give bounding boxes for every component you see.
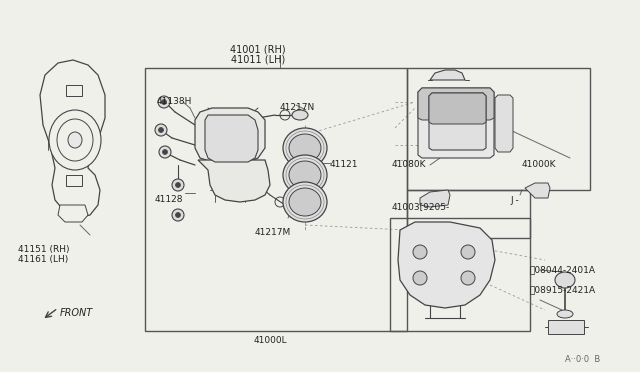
Ellipse shape <box>292 110 308 120</box>
Ellipse shape <box>172 209 184 221</box>
Ellipse shape <box>159 128 163 132</box>
Text: 41003[9205-: 41003[9205- <box>392 202 451 211</box>
Text: 41080K: 41080K <box>392 160 426 169</box>
Text: ⒲08044-2401A: ⒲08044-2401A <box>530 265 596 274</box>
Bar <box>66 175 82 186</box>
Text: 41128: 41128 <box>155 195 184 204</box>
Text: 41000L: 41000L <box>253 336 287 345</box>
Polygon shape <box>495 95 513 152</box>
Text: 41000K: 41000K <box>522 160 557 169</box>
Ellipse shape <box>161 99 166 105</box>
Text: 41138H: 41138H <box>157 97 193 106</box>
Polygon shape <box>205 115 258 162</box>
Ellipse shape <box>284 203 300 213</box>
Ellipse shape <box>159 146 171 158</box>
Ellipse shape <box>555 272 575 288</box>
Ellipse shape <box>283 128 327 168</box>
Polygon shape <box>195 108 265 162</box>
Bar <box>407 68 590 190</box>
Bar <box>390 218 530 331</box>
Ellipse shape <box>283 155 327 195</box>
Polygon shape <box>418 88 494 158</box>
Bar <box>407 190 530 238</box>
Ellipse shape <box>155 124 167 136</box>
Ellipse shape <box>413 271 427 285</box>
Ellipse shape <box>413 245 427 259</box>
Ellipse shape <box>68 132 82 148</box>
Text: Ⓥ08915-2421A: Ⓥ08915-2421A <box>530 285 596 294</box>
Polygon shape <box>40 60 105 218</box>
Text: 41161 (LH): 41161 (LH) <box>18 255 68 264</box>
Text: 41001 (RH): 41001 (RH) <box>230 45 286 55</box>
Bar <box>66 85 82 96</box>
Polygon shape <box>429 93 486 150</box>
Ellipse shape <box>289 188 321 216</box>
Ellipse shape <box>175 212 180 218</box>
Bar <box>145 68 407 331</box>
Ellipse shape <box>163 150 168 154</box>
Ellipse shape <box>289 134 321 162</box>
Ellipse shape <box>461 271 475 285</box>
Ellipse shape <box>49 110 101 170</box>
Ellipse shape <box>283 182 327 222</box>
Ellipse shape <box>289 161 321 189</box>
Text: 41151 (RH): 41151 (RH) <box>18 245 70 254</box>
Polygon shape <box>418 88 494 120</box>
Text: 41217N: 41217N <box>280 103 316 112</box>
Ellipse shape <box>557 310 573 318</box>
Text: 41011 (LH): 41011 (LH) <box>231 54 285 64</box>
Ellipse shape <box>172 179 184 191</box>
Polygon shape <box>58 205 88 222</box>
Polygon shape <box>430 70 465 80</box>
Polygon shape <box>525 183 550 198</box>
Polygon shape <box>429 93 486 124</box>
Polygon shape <box>420 190 450 207</box>
Text: 41217M: 41217M <box>255 228 291 237</box>
Ellipse shape <box>461 245 475 259</box>
Polygon shape <box>398 222 495 308</box>
Polygon shape <box>198 160 270 202</box>
Text: A··0·0  B: A··0·0 B <box>565 355 600 364</box>
Text: FRONT: FRONT <box>60 308 93 318</box>
Ellipse shape <box>158 96 170 108</box>
Ellipse shape <box>57 119 93 161</box>
Text: J -: J - <box>510 196 519 205</box>
Text: 41121: 41121 <box>330 160 358 169</box>
Bar <box>548 320 584 334</box>
Ellipse shape <box>175 183 180 187</box>
